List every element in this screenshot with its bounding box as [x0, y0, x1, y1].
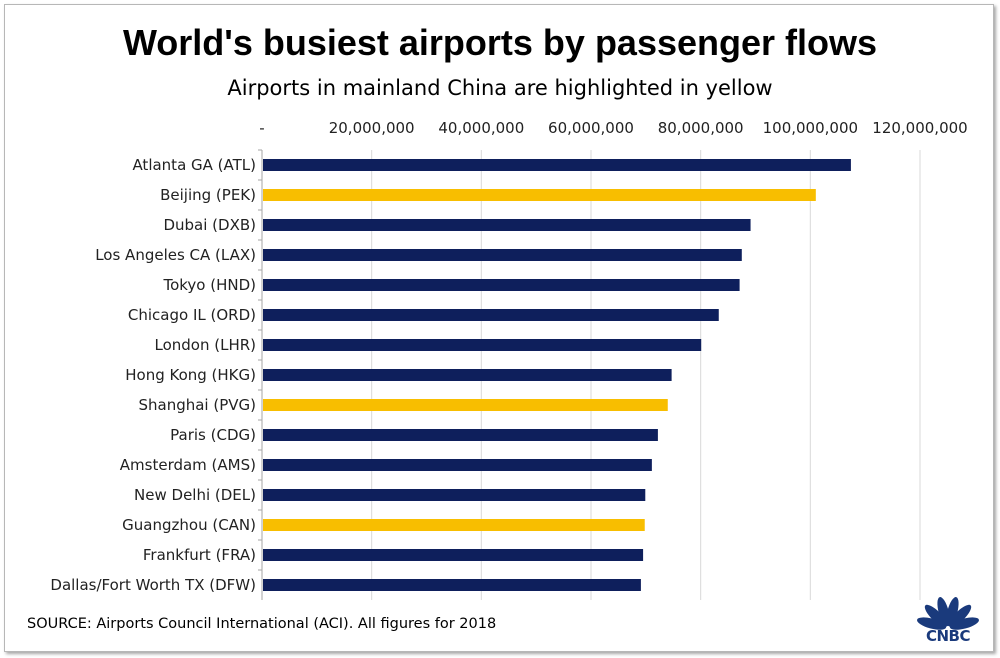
chart-frame — [4, 4, 994, 652]
category-label: Tokyo (HND) — [162, 276, 256, 294]
category-label: Beijing (PEK) — [160, 186, 256, 204]
bar — [263, 489, 646, 501]
category-label: Paris (CDG) — [170, 426, 256, 444]
bar — [263, 309, 719, 321]
bar — [263, 429, 658, 441]
cnbc-logo-text: CNBC — [925, 627, 971, 645]
category-label: Guangzhou (CAN) — [122, 516, 256, 534]
source-note: SOURCE: Airports Council International (… — [27, 616, 497, 632]
chart-title: World's busiest airports by passenger fl… — [122, 22, 878, 63]
bar — [263, 249, 742, 261]
category-label: New Delhi (DEL) — [134, 486, 256, 504]
bar — [263, 369, 672, 381]
category-label: Shanghai (PVG) — [138, 396, 256, 414]
x-tick-label: 40,000,000 — [438, 119, 524, 137]
bar — [263, 339, 702, 351]
cnbc-peacock-icon — [917, 597, 979, 630]
bar — [263, 549, 644, 561]
bar — [263, 189, 816, 201]
bar — [263, 519, 645, 531]
x-tick-label: 120,000,000 — [872, 119, 967, 137]
category-label: Chicago IL (ORD) — [128, 306, 256, 324]
bar — [263, 219, 751, 231]
x-tick-label: - — [259, 119, 264, 137]
bar — [263, 579, 641, 591]
x-tick-label: 60,000,000 — [548, 119, 634, 137]
category-label: Atlanta GA (ATL) — [132, 156, 256, 174]
x-tick-label: 100,000,000 — [763, 119, 858, 137]
category-label: Dallas/Fort Worth TX (DFW) — [50, 576, 256, 594]
category-label: Los Angeles CA (LAX) — [95, 246, 256, 264]
category-label: London (LHR) — [154, 336, 256, 354]
category-label: Dubai (DXB) — [163, 216, 256, 234]
bar — [263, 399, 668, 411]
bar — [263, 459, 652, 471]
bar — [263, 279, 740, 291]
category-label: Frankfurt (FRA) — [143, 546, 256, 564]
bar — [263, 159, 851, 171]
chart-subtitle: Airports in mainland China are highlight… — [227, 76, 773, 100]
category-label: Hong Kong (HKG) — [125, 366, 256, 384]
x-tick-label: 80,000,000 — [658, 119, 744, 137]
x-tick-label: 20,000,000 — [329, 119, 415, 137]
category-label: Amsterdam (AMS) — [120, 456, 256, 474]
